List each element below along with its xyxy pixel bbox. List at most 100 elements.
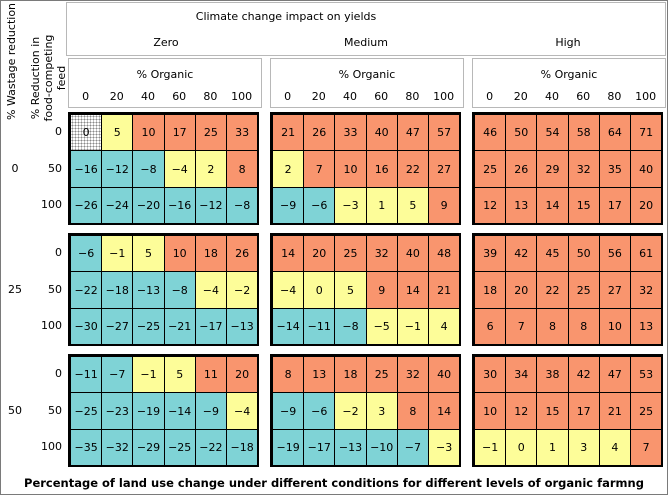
data-cell: −19: [272, 428, 305, 467]
wastage-tick: 0: [11, 161, 19, 175]
data-cell: −23: [101, 392, 134, 430]
data-cell: 18: [194, 235, 227, 273]
data-cell: 30: [474, 356, 507, 394]
data-cell: −29: [132, 428, 165, 467]
data-cell: 0: [505, 428, 538, 467]
data-cell: 38: [536, 356, 569, 394]
data-cell: −21: [163, 307, 196, 346]
data-cell: 18: [474, 271, 507, 309]
data-cell: −13: [226, 307, 259, 346]
data-cell: 1: [365, 186, 398, 225]
data-cell: −18: [101, 271, 134, 309]
wastage-tick: 25: [8, 282, 22, 296]
data-cell: 16: [365, 150, 398, 188]
feed-tick: 50: [48, 403, 62, 417]
data-cell: 18: [334, 356, 367, 394]
data-cell: 3: [567, 428, 600, 467]
data-cell: −4: [272, 271, 305, 309]
organic-tick: 40: [544, 90, 559, 103]
data-cell: −1: [132, 356, 165, 394]
climate-label-medium: Medium: [344, 36, 388, 49]
data-cell: 12: [505, 392, 538, 430]
data-cell: 39: [474, 235, 507, 273]
chart-title: Climate change impact on yields: [195, 10, 377, 23]
wastage-tick: 50: [8, 403, 22, 417]
data-cell: 9: [428, 186, 461, 225]
data-cell: −26: [70, 186, 103, 225]
feed-axis-label: % Reduction in food-competing feed: [29, 34, 68, 122]
data-cell: −9: [272, 186, 305, 225]
organic-tick: 100: [231, 90, 253, 103]
data-cell: 15: [536, 392, 569, 430]
feed-tick: 50: [48, 282, 62, 296]
data-cell: 21: [272, 114, 305, 152]
data-cell: −11: [70, 356, 103, 394]
data-cell: 15: [567, 186, 600, 225]
organic-tick: 60: [374, 90, 389, 103]
data-cell: 10: [598, 307, 631, 346]
data-cell: −14: [272, 307, 305, 346]
data-cell: −14: [163, 392, 196, 430]
data-cell: −13: [334, 428, 367, 467]
data-cell: 6: [474, 307, 507, 346]
data-cell: −12: [101, 150, 134, 188]
data-cell: −5: [365, 307, 398, 346]
data-cell: 7: [505, 307, 538, 346]
data-cell: 14: [536, 186, 569, 225]
data-cell: −1: [101, 235, 134, 273]
caption: Percentage of land use change under diff…: [24, 476, 644, 490]
data-cell: −10: [365, 428, 398, 467]
data-cell: −12: [194, 186, 227, 225]
feed-tick: 100: [41, 319, 62, 332]
data-cell: −25: [132, 307, 165, 346]
data-cell: −6: [70, 235, 103, 273]
data-cell: −25: [163, 428, 196, 467]
data-cell: 8: [272, 356, 305, 394]
header-box-high: [472, 58, 666, 108]
data-cell: −16: [163, 186, 196, 225]
feed-tick: 0: [55, 246, 62, 260]
data-cell: 10: [334, 150, 367, 188]
data-cell: −22: [70, 271, 103, 309]
data-cell: 32: [567, 150, 600, 188]
data-cell: −4: [163, 150, 196, 188]
header-box-top: [66, 2, 666, 56]
data-cell: 40: [365, 114, 398, 152]
data-cell: 7: [630, 428, 663, 467]
data-cell: 4: [598, 428, 631, 467]
data-cell: 21: [598, 392, 631, 430]
data-cell: −35: [70, 428, 103, 467]
data-cell: 3: [365, 392, 398, 430]
organic-tick: 20: [311, 90, 326, 103]
header-box-zero: [68, 58, 262, 108]
feed-tick: 0: [55, 367, 62, 381]
feed-tick: 100: [41, 440, 62, 453]
data-cell: −8: [163, 271, 196, 309]
data-cell: −32: [101, 428, 134, 467]
data-cell: 10: [132, 114, 165, 152]
organic-label: % Organic: [338, 68, 396, 81]
data-cell: 64: [598, 114, 631, 152]
data-cell: 20: [303, 235, 336, 273]
data-cell: 57: [428, 114, 461, 152]
organic-tick: 80: [405, 90, 420, 103]
data-cell: 14: [428, 392, 461, 430]
data-cell: 0: [70, 114, 103, 152]
data-cell: −9: [272, 392, 305, 430]
climate-label-zero: Zero: [153, 36, 179, 49]
data-cell: 13: [303, 356, 336, 394]
data-cell: 48: [428, 235, 461, 273]
data-cell: 17: [598, 186, 631, 225]
data-cell: −7: [396, 428, 429, 467]
data-cell: 8: [536, 307, 569, 346]
data-cell: 27: [598, 271, 631, 309]
data-cell: 50: [505, 114, 538, 152]
data-cell: 17: [567, 392, 600, 430]
data-cell: 25: [194, 114, 227, 152]
data-cell: 8: [567, 307, 600, 346]
data-cell: −17: [194, 307, 227, 346]
data-cell: 26: [303, 114, 336, 152]
data-cell: −20: [132, 186, 165, 225]
data-cell: 22: [396, 150, 429, 188]
